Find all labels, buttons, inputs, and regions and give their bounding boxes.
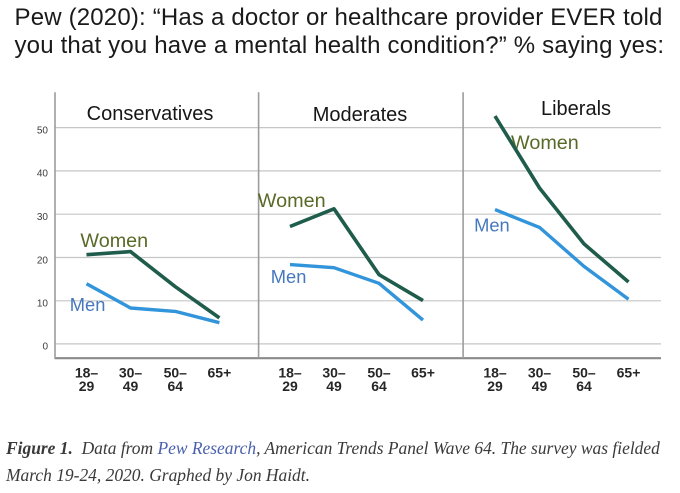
svg-text:49: 49	[123, 378, 139, 394]
svg-text:Women: Women	[80, 230, 148, 252]
svg-text:65+: 65+	[617, 364, 641, 380]
svg-text:18–: 18–	[278, 364, 302, 380]
svg-text:50–: 50–	[572, 364, 596, 380]
svg-text:49: 49	[532, 378, 548, 394]
svg-text:0: 0	[42, 342, 48, 353]
svg-text:18–: 18–	[483, 364, 507, 380]
svg-text:Men: Men	[271, 266, 307, 287]
svg-text:50–: 50–	[164, 364, 188, 380]
svg-text:Men: Men	[474, 215, 510, 236]
svg-text:Women: Women	[511, 132, 579, 154]
svg-text:Men: Men	[70, 294, 106, 315]
svg-text:Women: Women	[258, 190, 326, 212]
svg-text:64: 64	[576, 378, 592, 394]
svg-text:Conservatives: Conservatives	[87, 103, 214, 125]
svg-text:50: 50	[37, 125, 49, 136]
svg-text:30–: 30–	[528, 364, 552, 380]
svg-text:30–: 30–	[322, 364, 346, 380]
svg-text:64: 64	[371, 378, 387, 394]
svg-text:18–: 18–	[75, 364, 99, 380]
svg-text:29: 29	[282, 378, 298, 394]
svg-text:65+: 65+	[208, 364, 232, 380]
svg-text:29: 29	[487, 378, 503, 394]
svg-text:Moderates: Moderates	[313, 104, 408, 126]
svg-text:20: 20	[37, 255, 49, 266]
svg-text:30–: 30–	[119, 364, 143, 380]
svg-text:65+: 65+	[411, 364, 435, 380]
svg-text:50–: 50–	[367, 364, 391, 380]
svg-text:10: 10	[37, 299, 49, 310]
svg-text:64: 64	[168, 378, 184, 394]
svg-text:40: 40	[37, 169, 49, 180]
svg-text:29: 29	[79, 378, 95, 394]
svg-text:Liberals: Liberals	[541, 98, 611, 120]
svg-text:30: 30	[37, 212, 49, 223]
svg-text:49: 49	[326, 378, 342, 394]
